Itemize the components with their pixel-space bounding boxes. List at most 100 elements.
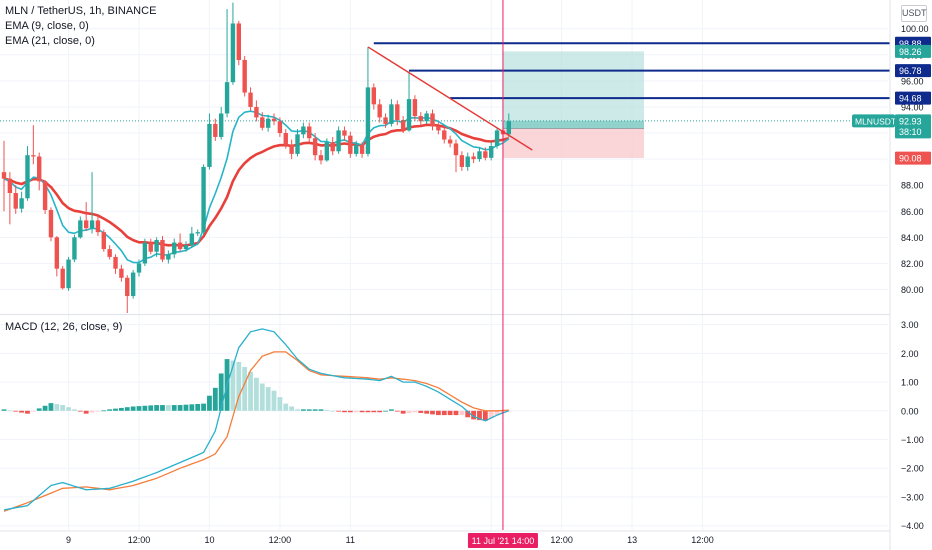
macd-histogram-bar xyxy=(1,409,7,411)
ema21-line xyxy=(3,123,510,247)
candle xyxy=(283,129,288,149)
candle-body xyxy=(19,198,24,209)
candle-body xyxy=(230,23,236,83)
candle xyxy=(166,250,171,264)
candle-body xyxy=(389,104,394,124)
macd-histogram-bar xyxy=(13,410,19,412)
macd-histogram-bar xyxy=(72,409,77,411)
candle xyxy=(242,56,247,97)
candle xyxy=(254,100,259,122)
candle xyxy=(342,126,347,141)
candle-body xyxy=(89,220,95,229)
candle-body xyxy=(195,232,200,234)
currency-unit-badge[interactable]: USDT xyxy=(901,5,927,22)
candle xyxy=(301,122,306,139)
macd-histogram-bar xyxy=(236,361,242,411)
macd-line xyxy=(3,328,510,511)
candle-body xyxy=(395,104,400,120)
candle xyxy=(224,9,230,118)
candle xyxy=(19,191,24,213)
ema21-legend: EMA (21, close, 0) xyxy=(5,35,95,47)
macd-tick-label: 1.00 xyxy=(901,378,919,388)
macd-histogram-bar xyxy=(400,410,406,414)
candle-body xyxy=(242,59,247,93)
macd-histogram-bar xyxy=(212,387,218,411)
candle-body xyxy=(406,99,412,131)
grid xyxy=(0,0,890,530)
horizontal-levels[interactable] xyxy=(0,42,890,122)
candle xyxy=(136,259,142,277)
candle xyxy=(42,179,48,214)
macd-histogram-bar xyxy=(359,410,365,413)
candle-body xyxy=(13,193,18,209)
open-profit-zone xyxy=(502,120,644,129)
macd-histogram-bar xyxy=(95,410,101,412)
candle xyxy=(119,264,124,282)
macd-tick-label: 2.00 xyxy=(901,349,919,359)
macd-histogram-bar xyxy=(406,410,412,413)
macd-histogram-bar xyxy=(7,410,13,412)
macd-histogram-bar xyxy=(25,410,30,414)
candle-body xyxy=(371,87,377,105)
macd-histogram-bar xyxy=(371,410,377,413)
candle-body xyxy=(7,178,13,194)
macd-histogram-bar xyxy=(201,403,206,411)
macd-histogram-bar xyxy=(289,406,295,411)
candle xyxy=(371,83,377,110)
ema21-path xyxy=(3,123,510,247)
candle-body xyxy=(160,239,165,260)
candle-body xyxy=(66,259,71,289)
macd-histogram-bar xyxy=(424,410,430,414)
macd-histogram-bar xyxy=(259,383,265,411)
price-tick-label: 84.00 xyxy=(901,233,924,243)
candle-body xyxy=(183,245,189,250)
macd-histogram-bar xyxy=(248,372,253,411)
macd-histogram-bar xyxy=(254,377,259,411)
candle-body xyxy=(459,155,465,167)
candle-body xyxy=(31,155,36,157)
candle xyxy=(453,139,459,173)
price-badge-text: 90.08 xyxy=(899,154,922,164)
macd-histogram-bar xyxy=(465,410,471,418)
candle-body xyxy=(213,123,218,137)
candle-body xyxy=(365,87,371,154)
macd-histogram-bar xyxy=(171,405,177,411)
candle-body xyxy=(54,237,60,269)
candle xyxy=(130,269,136,299)
candle-body xyxy=(301,126,306,135)
profit-zone xyxy=(502,51,644,129)
candle xyxy=(31,125,36,165)
candle-body xyxy=(324,142,330,161)
macd-histogram-bar xyxy=(271,390,277,411)
candle-body xyxy=(130,272,136,297)
price-badge-text: 98.26 xyxy=(899,47,922,57)
price-badge-level: 94.68 xyxy=(895,91,931,105)
candle-body xyxy=(148,242,153,252)
candle xyxy=(183,241,189,252)
macd-histogram-bar xyxy=(195,403,201,411)
candle xyxy=(172,238,177,259)
candle xyxy=(230,2,236,85)
candle-body xyxy=(336,130,341,152)
macd-histogram-bar xyxy=(383,410,388,412)
macd-histogram-bar xyxy=(435,410,441,416)
price-badge-stop: 90.08 xyxy=(895,151,931,165)
macd-histogram-bar xyxy=(89,410,95,413)
cursor-time-badge: 11 Jul '21 14:00 xyxy=(467,533,538,548)
cursor-time-bg xyxy=(467,533,538,548)
candle xyxy=(418,112,423,126)
candle xyxy=(395,100,400,126)
macd-histogram-bar xyxy=(494,410,500,416)
candle xyxy=(248,87,253,111)
price-badge-text: 96.78 xyxy=(899,66,922,76)
candle xyxy=(60,266,65,290)
trendline[interactable] xyxy=(367,46,533,151)
candle xyxy=(25,146,30,201)
macd-histogram-bar xyxy=(36,408,42,411)
macd-histogram-bar xyxy=(177,405,183,411)
candle xyxy=(465,152,470,171)
position-box[interactable] xyxy=(502,51,644,159)
